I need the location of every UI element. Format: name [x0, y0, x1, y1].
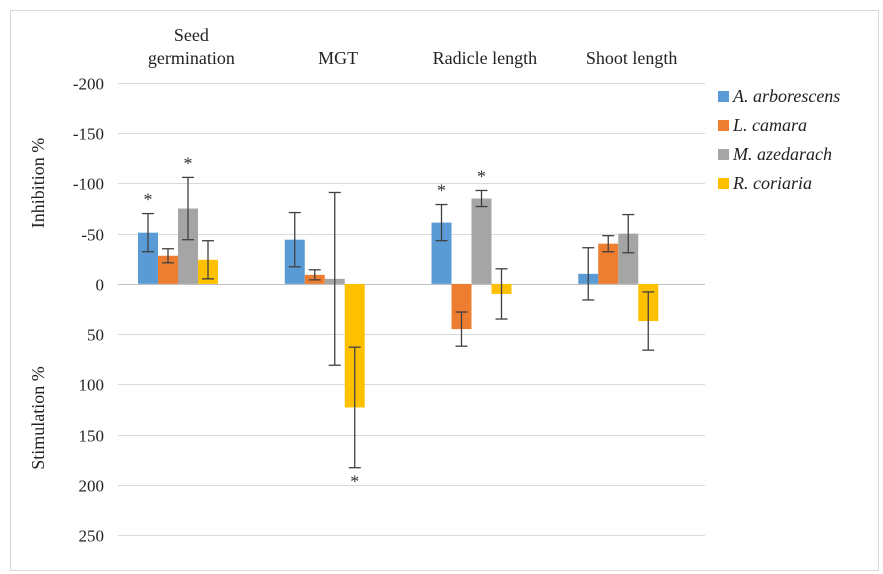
legend-swatch	[718, 149, 729, 160]
y-tick-label: 50	[87, 326, 104, 345]
category-labels: Seed germination MGT Radicle length Shoot le…	[148, 25, 678, 68]
bar	[178, 208, 198, 284]
legend-label: L. camara	[732, 115, 807, 135]
legend-label: A. arborescens	[732, 86, 840, 106]
y-axis-label-bottom: Stimulation %	[28, 366, 48, 470]
y-tick-label: -150	[73, 125, 104, 144]
y-tick-label: 100	[79, 376, 105, 395]
legend-label: M. azedarach	[732, 144, 832, 164]
error-bars	[142, 176, 655, 469]
bar	[618, 233, 639, 284]
category-label: MGT	[318, 48, 358, 68]
legend-label: R. coriaria	[732, 173, 812, 193]
y-tick-label: -50	[81, 226, 104, 245]
y-axis-label-top: Inhibition %	[28, 138, 48, 229]
category-label: Shoot length	[586, 48, 678, 68]
category-label: germination	[148, 48, 235, 68]
legend-swatch	[718, 120, 729, 131]
y-axis-ticks: -200 -150 -100 -50 0 50 100 150 200 250	[73, 75, 104, 546]
significance-star: *	[144, 190, 153, 210]
bar	[138, 232, 158, 284]
category-label: Seed	[174, 25, 209, 45]
y-tick-label: 150	[79, 427, 105, 446]
category-label: Radicle length	[433, 48, 537, 68]
legend-swatch	[718, 91, 729, 102]
y-tick-label: -200	[73, 75, 104, 94]
legend-swatch	[718, 178, 729, 189]
chart-border	[10, 10, 879, 571]
significance-star: *	[184, 153, 193, 173]
significance-star: *	[437, 181, 446, 201]
bar	[471, 198, 492, 284]
gridlines	[118, 83, 705, 536]
bar	[344, 283, 365, 408]
y-tick-label: 200	[79, 477, 105, 496]
y-tick-label: 0	[96, 276, 105, 295]
y-tick-label: 250	[79, 527, 105, 546]
legend: A. arborescens L. camara M. azedarach R. co…	[718, 86, 840, 193]
y-tick-label: -100	[73, 175, 104, 194]
significance-star: *	[350, 472, 359, 492]
significance-markers: * * * * *	[144, 153, 487, 491]
bar	[598, 243, 619, 284]
bar	[431, 222, 452, 284]
significance-star: *	[477, 166, 486, 186]
bar	[451, 283, 472, 330]
